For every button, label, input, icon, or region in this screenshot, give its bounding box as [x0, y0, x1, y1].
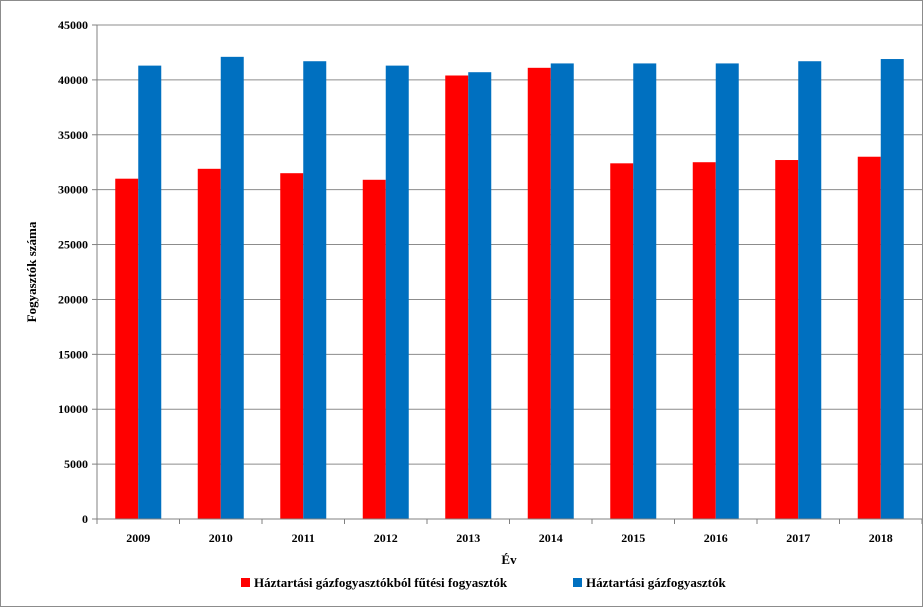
y-tick-label: 25000: [58, 238, 88, 252]
x-tick-label: 2017: [786, 531, 810, 545]
x-axis-title: Év: [501, 552, 517, 567]
y-tick-label: 30000: [58, 183, 88, 197]
bar-household-2010: [220, 56, 244, 519]
bar-heating-2014: [527, 67, 551, 520]
x-tick-label: 2014: [539, 531, 563, 545]
y-tick-label: 10000: [58, 402, 88, 416]
bar-household-2018: [880, 59, 904, 519]
y-tick-label: 40000: [58, 73, 88, 87]
y-tick-label: 15000: [58, 347, 88, 361]
y-tick-labels: 0 5000 10000 15000 20000 25000 30000 35000 40000…: [58, 18, 88, 526]
bar-household-2011: [303, 61, 327, 520]
y-tick-label: 20000: [58, 292, 88, 306]
x-tick-label: 2016: [704, 531, 728, 545]
legend-label-heating: Háztartási gázfogyasztókból fűtési fogya…: [254, 575, 508, 590]
y-tick-label: 5000: [64, 457, 88, 471]
bar-household-2017: [798, 61, 822, 520]
x-tick-label: 2012: [374, 531, 398, 545]
bar-household-2009: [138, 65, 162, 520]
x-tick-label: 2018: [869, 531, 893, 545]
bar-household-2016: [715, 63, 739, 520]
bar-household-2012: [385, 65, 409, 520]
x-tick-label: 2015: [621, 531, 645, 545]
x-tick-label: 2009: [126, 531, 150, 545]
bar-household-2013: [468, 72, 492, 520]
y-tick-label: 35000: [58, 128, 88, 142]
bar-heating-2010: [197, 168, 221, 519]
bar-household-2014: [550, 63, 574, 520]
x-tick-label: 2011: [292, 531, 315, 545]
bar-household-2015: [633, 63, 657, 520]
legend-label-household: Háztartási gázfogyasztók: [586, 575, 726, 590]
bar-heating-2015: [610, 163, 634, 519]
bar-heating-2011: [280, 173, 304, 519]
bar-heating-2009: [115, 178, 139, 519]
x-tick-labels: 2009 2010 2011 2012 2013 2014 2015 2016 2017 2018: [96, 519, 922, 545]
legend-swatch-heating: [241, 578, 250, 587]
x-tick-label: 2013: [456, 531, 480, 545]
y-axis-title: Fogyasztók száma: [24, 221, 39, 322]
bar-heating-2016: [692, 162, 716, 519]
y-tick-label: 0: [82, 512, 88, 526]
legend-swatch-household: [573, 578, 582, 587]
bar-heating-2017: [775, 160, 799, 519]
legend: Háztartási gázfogyasztókból fűtési fogya…: [241, 575, 726, 590]
bar-heating-2013: [445, 75, 469, 520]
y-tick-label: 45000: [58, 18, 88, 32]
bars: [115, 56, 904, 520]
x-tick-label: 2010: [209, 531, 233, 545]
bar-heating-2018: [857, 156, 881, 519]
bar-heating-2012: [362, 179, 386, 519]
